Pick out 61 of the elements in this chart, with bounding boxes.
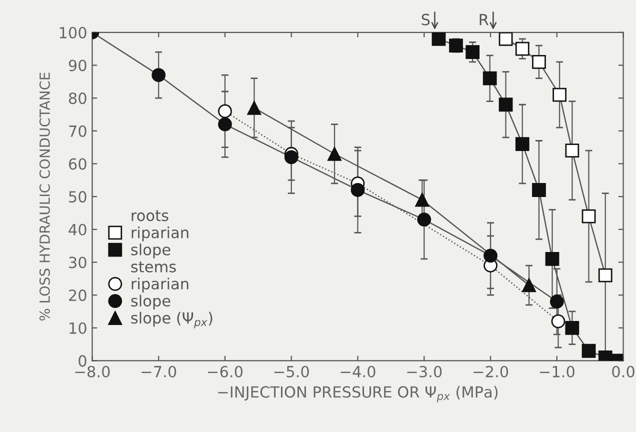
point — [551, 314, 566, 328]
y-tick-label: 30 — [69, 256, 86, 268]
point — [415, 192, 430, 207]
point — [582, 209, 596, 224]
point — [350, 183, 365, 197]
x-tick-label: −3.0 — [407, 366, 442, 378]
text: S — [422, 14, 430, 26]
legend-label: riparian — [132, 278, 188, 292]
x-tick-label: −1.0 — [540, 366, 574, 378]
x-tick-label: −6.0 — [208, 366, 243, 378]
y-tick-label: 80 — [68, 92, 86, 104]
point — [482, 71, 497, 86]
point — [218, 117, 232, 132]
y-axis-title: % LOSS HYDRAULIC CONDUCTANCE — [39, 72, 50, 321]
legend-label: slope — [131, 244, 170, 258]
y-tick-label: 100 — [60, 26, 86, 38]
point — [417, 212, 432, 226]
point — [247, 100, 262, 115]
annotation: roots — [132, 210, 168, 222]
x-axis-title: −INJECTION PRESSURE OR Ψ$_{px}$ (MPa) — [218, 386, 498, 402]
legend-label: slope — [131, 294, 170, 310]
point — [498, 32, 513, 46]
point — [532, 183, 546, 197]
point — [498, 98, 513, 112]
y-tick-label: 60 — [68, 158, 86, 170]
point — [598, 268, 612, 282]
point — [152, 68, 166, 82]
text: R — [480, 14, 488, 26]
point — [515, 42, 530, 56]
point — [565, 320, 580, 335]
legend-label: riparian — [132, 226, 188, 242]
point — [484, 248, 498, 263]
point — [328, 146, 342, 161]
annotation: stems — [131, 262, 176, 272]
y-tick-label: 70 — [69, 125, 86, 137]
point — [449, 38, 463, 52]
point — [284, 150, 298, 164]
x-tick-label: −7.0 — [142, 366, 176, 378]
point — [532, 55, 546, 69]
y-tick-label: 40 — [68, 224, 86, 236]
point — [432, 32, 446, 46]
y-tick-label: 50 — [69, 191, 86, 203]
x-tick-label: −2.0 — [474, 366, 508, 378]
y-tick-label: 90 — [68, 60, 86, 72]
point — [515, 137, 530, 151]
x-tick-label: −5.0 — [274, 366, 309, 378]
point — [466, 45, 480, 60]
x-tick-label: −8.0 — [75, 366, 110, 378]
y-tick-label: 10 — [70, 322, 86, 334]
point — [218, 104, 232, 118]
point — [582, 344, 596, 358]
y-tick-label: 0 — [78, 355, 86, 367]
point — [545, 252, 560, 266]
point — [565, 144, 580, 158]
x-tick-label: 0.0 — [612, 366, 634, 378]
point — [550, 294, 564, 309]
point — [522, 278, 536, 292]
y-tick-label: 20 — [69, 290, 86, 302]
legend-label: slope (Ψ$_{px}$) — [131, 312, 212, 328]
x-tick-label: −4.0 — [340, 366, 376, 378]
point — [552, 88, 566, 102]
